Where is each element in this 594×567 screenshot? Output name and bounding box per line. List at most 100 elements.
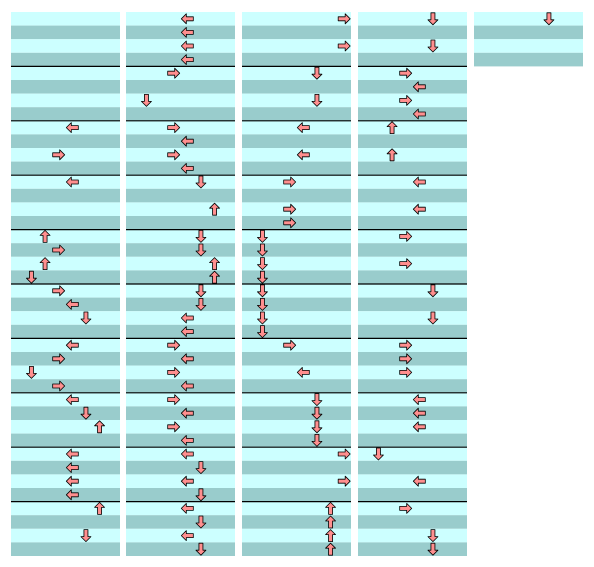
beat-row [358,406,467,420]
beat-row [126,80,235,94]
step-arrow [311,420,323,434]
step-arrow [399,258,413,270]
beat-row [474,52,583,67]
step-arrow [195,542,207,556]
beat-row [126,256,235,271]
beat-row [242,229,351,244]
step-arrow [94,420,105,434]
beat-row [11,501,120,516]
beat-row [358,12,467,26]
beat-row [242,202,351,216]
step-arrow [257,311,268,325]
beat-row [11,39,120,53]
beat-row [242,188,351,203]
step-arrow [65,489,79,501]
step-arrow [65,448,79,460]
step-arrow [65,298,79,310]
step-arrow [412,475,426,487]
step-arrow [180,448,194,460]
beat-row [242,338,351,352]
beat-row [126,93,235,108]
beat-row [358,175,467,189]
step-arrow [311,66,323,80]
beat-row [11,161,120,176]
chart-column [474,12,583,67]
step-arrow [325,501,336,515]
step-arrow [412,203,426,215]
step-arrow [26,365,37,379]
beat-row [358,80,467,94]
beat-row [474,12,583,26]
step-arrow [167,421,181,433]
step-arrow [257,257,268,271]
step-arrow [180,312,194,324]
step-arrow [80,406,92,420]
step-arrow [399,366,413,378]
beat-row [242,515,351,529]
beat-row [358,433,467,448]
step-arrow [167,339,181,351]
step-arrow [195,175,207,189]
beat-row [126,420,235,434]
beat-row [11,270,120,284]
step-arrow [296,366,310,378]
beat-row [11,256,120,271]
beat-row [242,161,351,176]
beat-row [242,25,351,40]
beat-row [126,515,235,529]
step-arrow [337,448,351,460]
beat-row [126,352,235,366]
beat-row [358,148,467,162]
step-arrow [180,353,194,365]
step-arrow [180,407,194,419]
beat-row [11,202,120,216]
beat-row [126,324,235,339]
beat-row [11,488,120,502]
beat-row [126,460,235,475]
beat-row [11,433,120,448]
step-arrow [325,529,336,542]
step-arrow [412,108,426,120]
step-arrow [39,229,51,243]
beat-row [242,284,351,298]
chart-column [126,12,235,556]
beat-row [474,25,583,40]
beat-row [11,25,120,40]
beat-row [242,120,351,135]
beat-row [358,243,467,257]
chart-column [242,12,351,556]
beat-row [358,460,467,475]
step-arrow [427,12,439,26]
beat-row [358,202,467,216]
beat-row [358,25,467,40]
step-arrow [209,270,220,284]
beat-row [126,501,235,516]
beat-row [126,406,235,420]
beat-row [242,148,351,162]
step-arrow [311,393,323,407]
beat-row [126,52,235,67]
beat-row [358,392,467,407]
step-arrow [427,39,439,53]
step-arrow [399,230,413,242]
beat-row [11,528,120,543]
beat-row [126,433,235,448]
beat-row [358,474,467,488]
step-arrow [257,284,268,298]
step-arrow [65,475,79,487]
step-arrow [311,94,323,107]
step-arrow [399,353,413,365]
beat-row [242,474,351,488]
step-arrow [195,461,207,475]
beat-row [11,216,120,230]
step-arrow [195,515,207,529]
beat-row [11,107,120,121]
step-arrow [167,122,181,133]
beat-row [242,488,351,502]
beat-row [242,365,351,380]
step-arrow [311,433,323,447]
step-arrow [26,270,37,284]
beat-row [11,365,120,380]
step-arrow [180,475,194,487]
step-arrow [337,40,351,52]
